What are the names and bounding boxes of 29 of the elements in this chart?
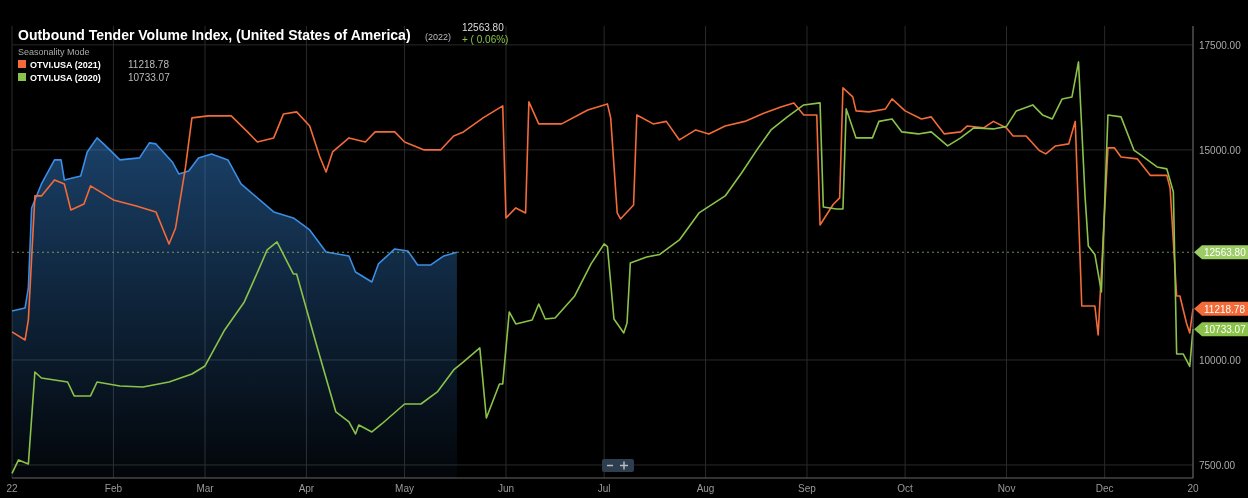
y-tick-label: 10000.00 bbox=[1199, 354, 1242, 366]
annotation: (2022) bbox=[425, 32, 452, 42]
x-tick-label: Jul bbox=[597, 483, 611, 494]
legend-label: OTVI.USA (2020) bbox=[30, 73, 101, 83]
annotation: 12563.80 bbox=[462, 22, 505, 33]
x-tick-label: Mar bbox=[196, 483, 215, 494]
x-tick-label: May bbox=[395, 483, 415, 494]
legend-label: OTVI.USA (2021) bbox=[30, 60, 101, 70]
x-tick-label: 20 bbox=[1187, 483, 1199, 494]
annotation: + ( 0.06%) bbox=[462, 34, 509, 45]
y-tick-label: 15000.00 bbox=[1199, 144, 1242, 156]
x-tick-label: Aug bbox=[696, 483, 715, 494]
annotation: 10733.07 bbox=[128, 72, 171, 83]
x-tick-label: Dec bbox=[1095, 483, 1114, 494]
y-tick-label: 17500.00 bbox=[1199, 39, 1242, 51]
chart-title: Outbound Tender Volume Index, (United States of America) bbox=[18, 27, 411, 43]
legend-title: Seasonality Mode bbox=[18, 47, 90, 57]
x-tick-label: Feb bbox=[104, 483, 123, 494]
x-tick-label: Oct bbox=[897, 483, 914, 494]
x-tick-label: Apr bbox=[298, 483, 315, 494]
x-tick-label: 22 bbox=[6, 483, 18, 494]
annotation: 11218.78 bbox=[128, 59, 170, 70]
x-tick-label: Jun bbox=[497, 483, 515, 494]
x-tick-label: Nov bbox=[997, 483, 1016, 494]
ref-line-label: 12563.80 bbox=[1204, 247, 1247, 259]
annotation: 11218.78 bbox=[1204, 303, 1246, 315]
y-tick-label: 7500.00 bbox=[1199, 459, 1236, 471]
annotation: 10733.07 bbox=[1204, 324, 1247, 336]
x-tick-label: Sep bbox=[798, 483, 817, 494]
